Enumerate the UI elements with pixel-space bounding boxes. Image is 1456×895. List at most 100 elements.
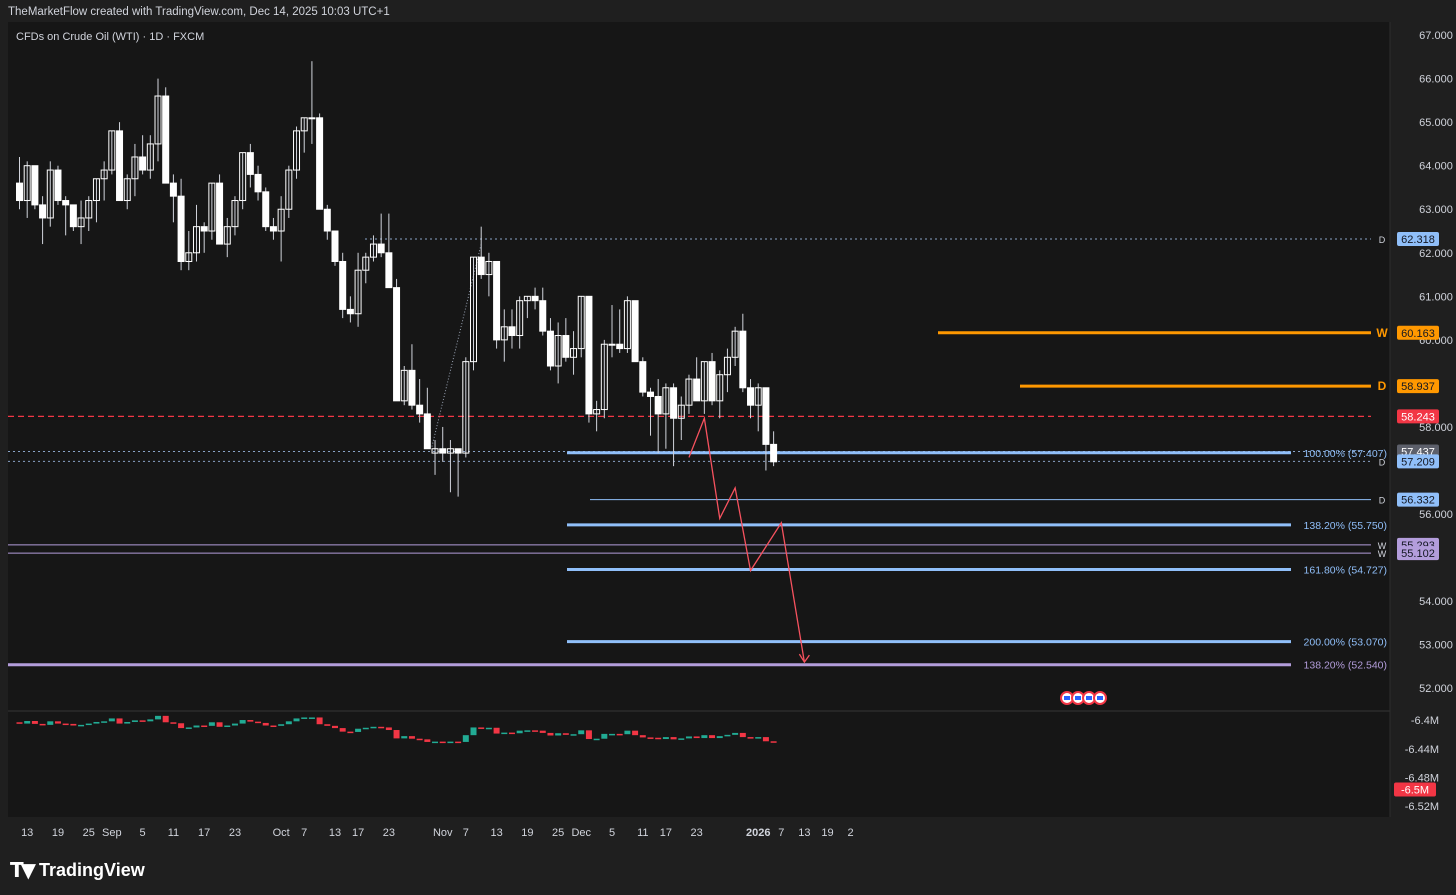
- x-tick-label: 23: [229, 827, 241, 839]
- indicator-bar: [201, 725, 208, 728]
- indicator-bar: [193, 725, 200, 728]
- indicator-bar: [139, 720, 146, 722]
- indicator-bar: [547, 732, 554, 736]
- candle-body: [493, 260, 501, 341]
- y-tick-label: 61.000: [1419, 291, 1453, 303]
- candle-body: [431, 448, 439, 454]
- candle-body: [723, 356, 731, 376]
- tradingview-logo[interactable]: T▼ TradingView: [10, 856, 145, 884]
- x-tick-label: 25: [83, 827, 95, 839]
- indicator-bar: [278, 724, 285, 726]
- candle-body: [77, 217, 85, 228]
- indicator-bar: [78, 724, 85, 727]
- candle-body: [192, 226, 200, 254]
- price-label-bg: [1397, 454, 1439, 469]
- candle-body: [677, 404, 685, 419]
- candle-body: [108, 130, 116, 171]
- x-tick-label: 23: [691, 827, 703, 839]
- x-tick-label: Sep: [102, 827, 122, 839]
- event-flag-mark: [1086, 696, 1092, 700]
- candle-body: [523, 295, 531, 302]
- indicator-bar: [524, 730, 531, 732]
- indicator-bar: [432, 741, 439, 744]
- candle-body: [685, 378, 693, 406]
- indicator-bar: [355, 728, 362, 732]
- candle-body: [546, 330, 554, 367]
- indicator-last-bg: [1394, 782, 1436, 797]
- candle-body: [585, 295, 593, 415]
- y-tick-label: 63.000: [1419, 204, 1453, 216]
- price-label-bg: [1397, 546, 1439, 561]
- event-flag-mark: [1097, 696, 1103, 700]
- indicator-bar: [455, 741, 462, 744]
- candle-body: [670, 387, 678, 419]
- indicator-bar: [239, 720, 246, 724]
- candle-body: [662, 387, 670, 415]
- price-label: 55.102: [1401, 548, 1435, 560]
- indicator-bar: [601, 733, 608, 739]
- candle-body: [354, 269, 362, 315]
- symbol-title: CFDs on Crude Oil (WTI) · 1D · FXCM: [16, 31, 204, 43]
- indicator-bar: [247, 720, 254, 722]
- candle-body: [485, 260, 493, 276]
- indicator-bar: [570, 734, 577, 736]
- indicator-bar: [662, 737, 669, 740]
- price-label: 62.318: [1401, 234, 1435, 246]
- candle-body: [477, 256, 485, 276]
- y-tick-label: 64.000: [1419, 161, 1453, 173]
- x-tick-label: 17: [660, 827, 672, 839]
- indicator-bar: [578, 730, 585, 735]
- indicator-bar: [324, 724, 331, 726]
- indicator-bar: [770, 741, 777, 743]
- candle-body: [208, 182, 216, 232]
- fib-level-label: 138.20% (55.750): [1304, 520, 1387, 532]
- candle-body: [508, 326, 516, 337]
- price-label: 57.209: [1401, 456, 1435, 468]
- indicator-bar: [93, 721, 100, 724]
- indicator-bar: [647, 737, 654, 739]
- candle-body: [39, 204, 47, 219]
- indicator-bar: [316, 717, 323, 725]
- candle-body: [739, 330, 747, 389]
- candle-body: [654, 395, 662, 415]
- candle-body: [377, 243, 385, 254]
- candle-body: [131, 156, 139, 180]
- candle-body: [385, 252, 393, 289]
- price-chart[interactable]: CFDs on Crude Oil (WTI) · 1D · FXCM 67.00…: [0, 22, 1456, 852]
- price-label-bg: [1397, 379, 1439, 394]
- candle-body: [146, 143, 154, 171]
- candle-body: [539, 300, 547, 332]
- candle-body: [300, 117, 308, 132]
- y-tick-label: 66.000: [1419, 74, 1453, 86]
- x-tick-label: 7: [463, 827, 469, 839]
- indicator-bar: [185, 727, 192, 729]
- indicator-bar: [255, 721, 262, 724]
- candle-body: [239, 152, 247, 202]
- indicator-bar: [670, 737, 677, 740]
- level-tag: D: [1379, 457, 1386, 467]
- indicator-bar: [593, 738, 600, 741]
- candle-body: [277, 208, 285, 232]
- x-tick-label: 11: [168, 827, 179, 839]
- indicator-tick-label: -6.52M: [1405, 801, 1439, 813]
- indicator-bar: [747, 737, 754, 739]
- price-pane: [8, 22, 1390, 710]
- candle-body: [439, 448, 447, 454]
- x-tick-label: 19: [52, 827, 64, 839]
- candle-body: [31, 165, 39, 206]
- candle-body: [339, 260, 347, 310]
- candle-body: [600, 343, 608, 411]
- candle-body: [423, 413, 431, 450]
- indicator-bar: [462, 735, 469, 742]
- candle-body: [223, 226, 231, 245]
- price-label: 58.243: [1401, 411, 1435, 423]
- y-tick-label: 67.000: [1419, 30, 1453, 42]
- indicator-bar: [562, 733, 569, 735]
- candle-body: [554, 335, 562, 367]
- y-tick-label: 62.000: [1419, 248, 1453, 260]
- candle-body: [308, 117, 316, 120]
- x-tick-label: 19: [521, 827, 533, 839]
- candle-body: [623, 300, 631, 350]
- candle-body: [162, 95, 170, 184]
- indicator-tick-label: -6.48M: [1405, 772, 1439, 784]
